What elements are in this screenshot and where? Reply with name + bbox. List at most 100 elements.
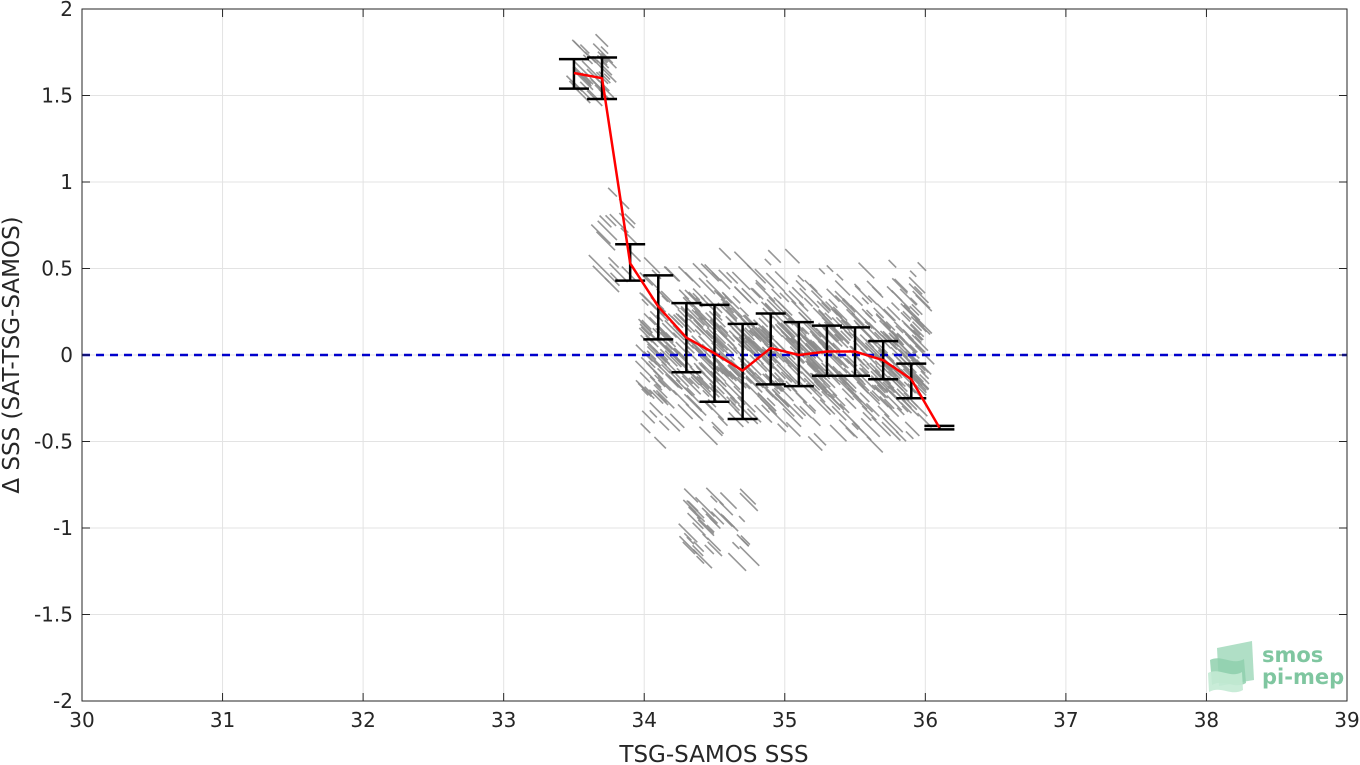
scatter-point: [746, 264, 767, 284]
scatter-point: [782, 407, 802, 428]
scatter-point: [834, 280, 851, 296]
scatter-point: [828, 354, 848, 374]
scatter-point: [895, 325, 904, 334]
scatter-point: [890, 302, 900, 312]
scatter-point: [894, 378, 908, 393]
scatter-point: [757, 392, 777, 412]
scatter-point: [624, 213, 636, 225]
scatter-point: [655, 389, 675, 409]
scatter-point: [845, 357, 855, 368]
scatter-point: [793, 403, 807, 417]
scatter-point: [798, 381, 813, 395]
scatter-point: [664, 266, 681, 283]
scatter-point: [782, 331, 794, 344]
scatter-point: [640, 334, 658, 353]
scatter-point: [886, 395, 903, 411]
scatter-point: [722, 514, 736, 529]
x-tick-label: 34: [631, 708, 656, 732]
scatter-point: [683, 386, 701, 404]
y-tick-label: -0.5: [34, 430, 73, 454]
scatter-point: [592, 265, 610, 283]
scatter-point: [893, 278, 909, 293]
scatter-point: [649, 310, 659, 320]
scatter-point: [677, 403, 694, 420]
scatter-point: [784, 248, 801, 264]
scatter-point: [714, 340, 736, 361]
scatter-point: [902, 368, 916, 382]
scatter-point: [732, 295, 741, 304]
scatter-point: [646, 350, 657, 361]
scatter-point: [779, 292, 790, 303]
scatter-point: [774, 393, 790, 408]
scatter-point: [678, 535, 698, 555]
scatter-point: [865, 402, 880, 417]
scatter-point: [896, 295, 911, 310]
scatter-point: [901, 405, 909, 413]
scatter-point: [715, 380, 735, 400]
scatter-point: [682, 541, 696, 555]
scatter-point: [911, 303, 923, 316]
scatter-point: [788, 290, 805, 307]
scatter-point: [676, 367, 694, 385]
scatter-point: [858, 262, 875, 279]
scatter-point: [657, 379, 666, 388]
scatter-point: [765, 389, 774, 398]
scatter-point: [706, 524, 715, 533]
scatter-point: [746, 408, 762, 423]
scatter-point: [860, 327, 873, 341]
scatter-point: [780, 322, 796, 338]
scatter-point: [740, 535, 751, 546]
scatter-point: [766, 397, 776, 407]
scatter-point: [726, 343, 738, 355]
scatter-point: [708, 310, 726, 328]
scatter-point: [764, 258, 772, 266]
scatter-point: [869, 391, 880, 402]
scatter-point: [753, 331, 763, 341]
scatter-point: [787, 364, 807, 383]
scatter-point: [711, 421, 725, 435]
scatter-point: [804, 279, 823, 299]
scatter-point: [826, 405, 836, 415]
scatter-point: [717, 415, 729, 427]
x-tick-label: 30: [69, 708, 94, 732]
scatter-point: [786, 374, 794, 382]
scatter-point: [853, 283, 861, 291]
logo-line1: smos: [1262, 643, 1323, 667]
x-tick-label: 33: [491, 708, 516, 732]
scatter-point: [830, 308, 839, 316]
scatter-point: [860, 417, 881, 438]
scatter-point: [608, 263, 629, 283]
scatter-point: [649, 376, 662, 389]
smos-pi-mep-logo: smos pi-mep: [1208, 641, 1344, 693]
scatter-point: [875, 314, 892, 330]
scatter-point: [596, 59, 613, 76]
scatter-point: [664, 344, 676, 356]
scatter-point: [839, 403, 850, 414]
scatter-point: [653, 360, 662, 369]
scatter-point: [669, 376, 683, 390]
scatter-point: [811, 363, 825, 377]
scatter-point: [878, 347, 896, 365]
scatter-point: [780, 371, 793, 383]
scatter-point: [607, 187, 618, 198]
scatter-point: [900, 402, 913, 414]
scatter-point: [696, 366, 717, 388]
scatter-point: [719, 366, 730, 378]
scatter-point: [702, 389, 710, 398]
scatter-point: [699, 355, 720, 376]
scatter-point: [648, 360, 656, 369]
scatter-point: [919, 373, 930, 385]
scatter-point: [664, 350, 683, 368]
y-tick-label: 1.5: [41, 84, 73, 108]
scatter-point: [843, 367, 852, 376]
scatter-point: [680, 305, 701, 327]
scatter-point: [714, 332, 727, 345]
scatter-point: [744, 382, 760, 398]
scatter-point: [677, 313, 687, 323]
scatter-point: [744, 376, 753, 385]
scatter-point: [641, 319, 652, 330]
scatter-point: [785, 353, 800, 368]
scatter-point: [867, 295, 878, 305]
scatter-point: [661, 295, 669, 303]
scatter-point: [594, 33, 609, 48]
